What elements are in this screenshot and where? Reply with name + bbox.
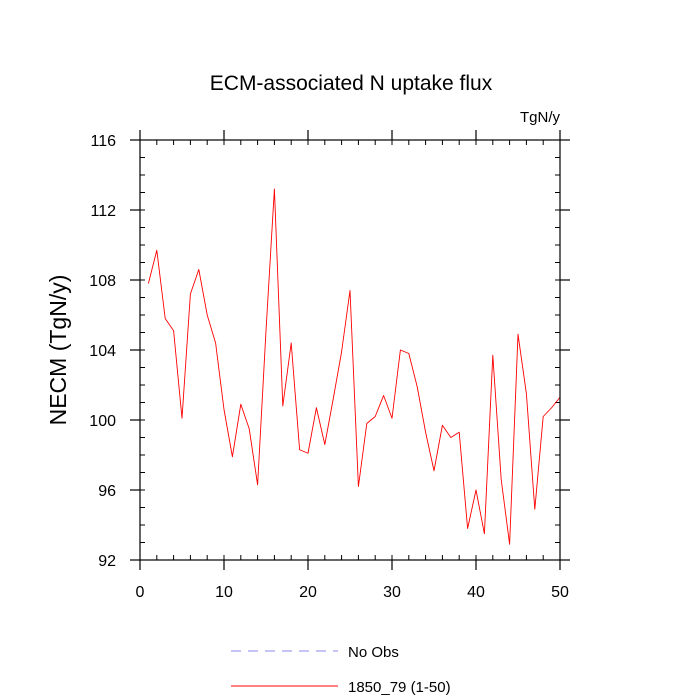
major-ticks <box>130 130 570 570</box>
series-layer <box>147 188 561 545</box>
x-tick-label: 0 <box>136 584 145 601</box>
y-tick-label: 100 <box>89 413 116 430</box>
legend-label-1850-79: 1850_79 (1-50) <box>348 679 451 696</box>
x-tick-label: 50 <box>551 584 569 601</box>
y-axis-label: NECM (TgN/y) <box>45 275 71 426</box>
y-tick-label: 112 <box>90 203 116 220</box>
chart-title: ECM-associated N uptake flux <box>210 72 493 95</box>
x-tick-label: 30 <box>383 584 401 601</box>
series-line-1850-79-1-50- <box>147 188 561 545</box>
x-tick-label: 20 <box>299 584 317 601</box>
y-tick-label: 116 <box>90 133 116 150</box>
minor-ticks <box>139 139 561 561</box>
plot-frame <box>139 139 561 561</box>
y-tick-label: 108 <box>89 273 116 290</box>
y-tick-labels: 92 96 100 104 108 112 116 <box>89 133 116 570</box>
legend: No Obs 1850_79 (1-50) <box>231 644 451 696</box>
units-label: TgN/y <box>520 109 561 126</box>
y-tick-label: 104 <box>89 343 116 360</box>
x-tick-labels: 0 10 20 30 40 50 <box>136 584 569 601</box>
x-tick-label: 40 <box>467 584 485 601</box>
x-tick-label: 10 <box>215 584 233 601</box>
y-tick-label: 96 <box>98 483 116 500</box>
y-tick-label: 92 <box>98 553 116 570</box>
legend-label-no-obs: No Obs <box>348 644 399 661</box>
